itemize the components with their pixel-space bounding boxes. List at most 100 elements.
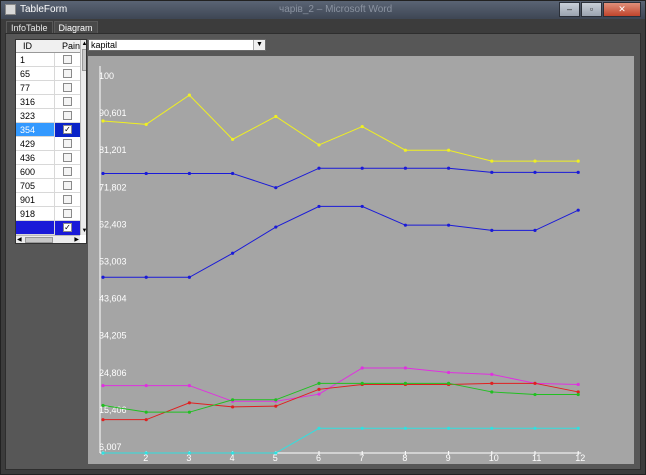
minimize-button[interactable]: – [559, 2, 580, 17]
data-point [360, 381, 364, 385]
scroll-up-arrow-icon[interactable]: ▲ [81, 41, 87, 47]
grid-horizontal-scrollbar[interactable]: ◀ ▶ [16, 235, 80, 243]
chevron-down-icon[interactable]: ▼ [253, 40, 265, 50]
column-header-paint[interactable]: Paint [62, 41, 83, 51]
y-tick-label: 6,007 [99, 442, 122, 452]
data-point [533, 159, 537, 163]
data-point [447, 223, 451, 227]
table-row[interactable]: 354 ✓ [16, 123, 80, 137]
table-row[interactable]: 77 [16, 81, 80, 95]
x-tick-label: 2 [143, 453, 148, 463]
row-id: 429 [20, 139, 36, 149]
data-point [187, 401, 191, 405]
table-row[interactable]: ✓ [16, 221, 80, 235]
table-row[interactable]: 323 [16, 109, 80, 123]
table-row[interactable]: 436 [16, 151, 80, 165]
horizontal-scroll-thumb[interactable] [25, 237, 53, 243]
data-point [274, 225, 278, 229]
close-button[interactable]: ✕ [603, 2, 641, 17]
series-line-3 [103, 367, 579, 402]
x-tick-label: 7 [359, 453, 364, 463]
row-id: 705 [20, 181, 36, 191]
y-tick-label: 34,205 [99, 331, 127, 341]
y-tick-label: 62,403 [99, 219, 127, 229]
scroll-right-arrow-icon[interactable]: ▶ [74, 237, 79, 243]
data-point [317, 426, 321, 430]
row-id: 600 [20, 167, 36, 177]
window-title: TableForm [20, 4, 68, 15]
data-point [144, 418, 148, 422]
table-row[interactable]: 600 [16, 165, 80, 179]
data-point [360, 124, 364, 129]
row-id: 316 [20, 97, 36, 107]
data-point [360, 426, 364, 430]
data-point [274, 114, 278, 119]
y-tick-label: 100 [99, 71, 114, 81]
paint-checkbox[interactable] [63, 69, 72, 78]
tab-diagram[interactable]: Diagram [53, 21, 98, 34]
x-tick-label: 8 [402, 453, 407, 463]
data-point [231, 451, 235, 455]
data-point [490, 159, 494, 163]
paint-checkbox[interactable] [63, 111, 72, 120]
data-point [403, 166, 407, 170]
data-point [490, 381, 494, 385]
data-point [403, 381, 407, 385]
table-row[interactable]: 901 [16, 193, 80, 207]
vertical-scroll-thumb[interactable] [82, 49, 86, 71]
maximize-button[interactable]: ▫ [581, 2, 602, 17]
data-point [576, 426, 580, 430]
paint-checkbox[interactable] [63, 97, 72, 106]
scroll-left-arrow-icon[interactable]: ◀ [17, 237, 22, 243]
grid-vertical-scrollbar[interactable]: ▲ ▼ [80, 40, 87, 235]
scroll-down-arrow-icon[interactable]: ▼ [81, 228, 87, 234]
row-id: 901 [20, 195, 36, 205]
x-tick-label: 10 [489, 453, 499, 463]
series-line-4 [103, 382, 579, 421]
paint-checkbox[interactable] [63, 139, 72, 148]
data-point [317, 166, 321, 170]
data-point [101, 418, 105, 422]
table-row[interactable]: 1 [16, 53, 80, 67]
background-window-title: чарів_2 – Microsoft Word [279, 4, 393, 15]
paint-checkbox[interactable] [63, 55, 72, 64]
data-point [533, 392, 537, 397]
y-tick-label: 43,604 [99, 294, 127, 304]
title-bar[interactable]: TableForm чарів_2 – Microsoft Word – ▫ ✕ [1, 1, 645, 19]
data-point [490, 170, 494, 174]
data-point [187, 93, 191, 97]
table-row[interactable]: 65 [16, 67, 80, 81]
paint-checkbox[interactable] [63, 195, 72, 204]
data-point [231, 398, 235, 402]
paint-checkbox[interactable]: ✓ [63, 223, 72, 232]
paint-cell [54, 151, 80, 165]
tab-infotable[interactable]: InfoTable [6, 21, 53, 34]
table-row[interactable]: 429 [16, 137, 80, 151]
paint-checkbox[interactable] [63, 167, 72, 176]
data-point [101, 451, 105, 455]
series-line-1 [103, 167, 579, 189]
paint-checkbox[interactable] [63, 153, 72, 162]
data-point [144, 383, 148, 388]
y-tick-label: 53,003 [99, 257, 127, 267]
data-point [403, 426, 407, 430]
data-point [187, 410, 191, 414]
paint-checkbox[interactable] [63, 83, 72, 92]
field-select[interactable]: kapital ▼ [88, 39, 266, 51]
column-header-id[interactable]: ID [23, 41, 32, 51]
paint-checkbox[interactable]: ✓ [63, 125, 72, 134]
table-row[interactable]: 918 [16, 207, 80, 221]
table-row[interactable]: 705 [16, 179, 80, 193]
paint-cell [54, 109, 80, 123]
row-id: 65 [20, 69, 31, 79]
y-tick-label: 81,201 [99, 145, 127, 155]
data-point [101, 171, 105, 176]
data-point [447, 148, 451, 152]
series-line-2 [103, 205, 579, 278]
paint-checkbox[interactable] [63, 181, 72, 190]
data-point [274, 404, 278, 408]
paint-checkbox[interactable] [63, 209, 72, 218]
table-row[interactable]: 316 [16, 95, 80, 109]
data-point [144, 171, 148, 176]
data-point [360, 166, 364, 170]
